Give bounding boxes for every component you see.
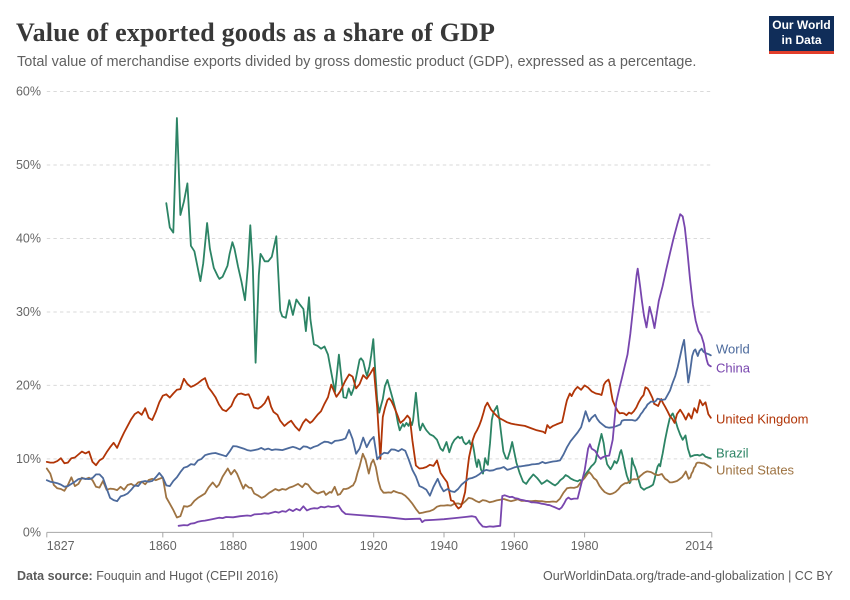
svg-text:2014: 2014	[685, 539, 713, 553]
svg-text:30%: 30%	[16, 305, 41, 319]
svg-text:1860: 1860	[149, 539, 177, 553]
svg-text:20%: 20%	[16, 378, 41, 392]
svg-text:China: China	[716, 361, 751, 376]
svg-text:Brazil: Brazil	[716, 446, 749, 461]
svg-text:United Kingdom: United Kingdom	[716, 412, 809, 427]
svg-text:1960: 1960	[500, 539, 528, 553]
svg-text:1900: 1900	[289, 539, 317, 553]
svg-text:10%: 10%	[16, 452, 41, 466]
svg-text:World: World	[716, 342, 750, 357]
svg-text:1920: 1920	[360, 539, 388, 553]
svg-text:40%: 40%	[16, 232, 41, 246]
svg-text:United States: United States	[716, 463, 795, 478]
svg-text:1940: 1940	[430, 539, 458, 553]
svg-text:0%: 0%	[23, 525, 41, 539]
svg-text:50%: 50%	[16, 158, 41, 172]
svg-text:1827: 1827	[47, 539, 75, 553]
svg-text:60%: 60%	[16, 85, 41, 99]
svg-text:1980: 1980	[571, 539, 599, 553]
svg-text:1880: 1880	[219, 539, 247, 553]
